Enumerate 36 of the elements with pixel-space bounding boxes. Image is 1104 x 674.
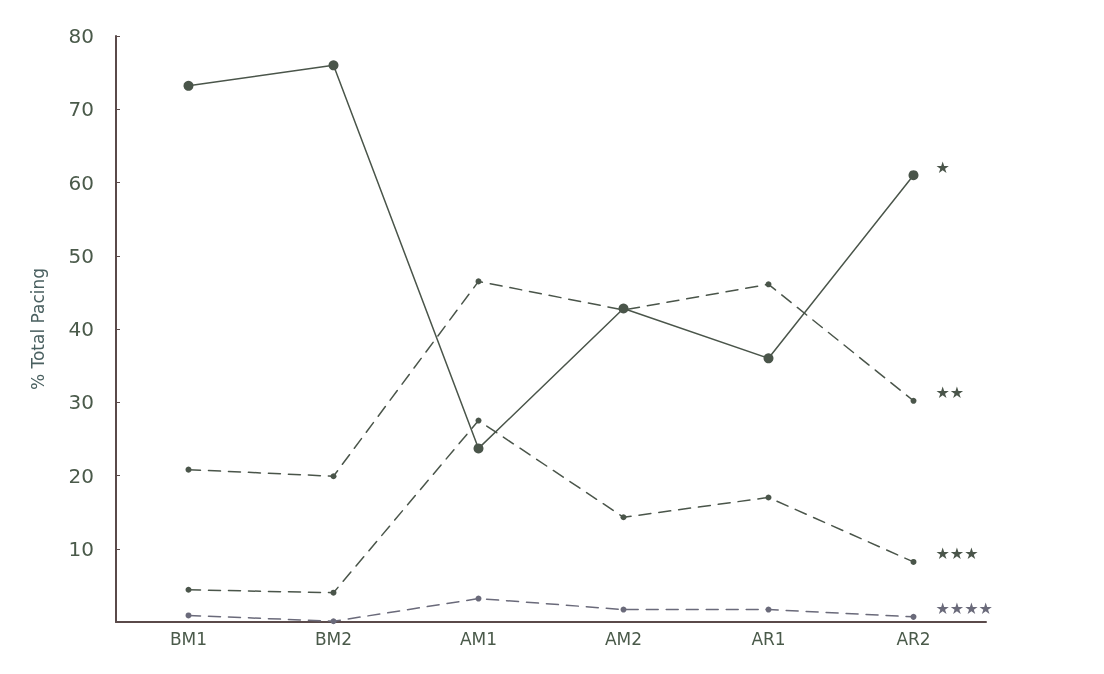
y-tick-label: 20 [68, 463, 94, 488]
series-label: ★★ [935, 383, 965, 403]
series-label: ★★★★ [935, 599, 993, 619]
point [330, 473, 337, 480]
x-tick-label: BM2 [314, 628, 353, 649]
point [763, 353, 774, 364]
point [620, 514, 627, 521]
y-tick-label: 60 [68, 170, 94, 195]
y-tick-label: 70 [68, 97, 94, 122]
series-label: ★★★ [935, 544, 979, 564]
point [183, 80, 194, 91]
point [473, 443, 484, 454]
x-tick-label: AR1 [751, 628, 786, 649]
point [475, 595, 482, 602]
point [620, 606, 627, 613]
point [475, 417, 482, 424]
point [765, 606, 772, 613]
series-label: ★ [935, 157, 950, 177]
y-tick-label: 40 [68, 317, 94, 341]
point [910, 397, 917, 404]
y-tick-label: 80 [68, 24, 94, 48]
y-tick-label: 30 [68, 390, 94, 415]
y-tick-label: 10 [68, 536, 94, 561]
x-tick-label: AM2 [604, 628, 643, 649]
x-tick-label: BM1 [169, 628, 208, 649]
point [765, 494, 772, 501]
point [910, 558, 917, 565]
point [908, 170, 919, 181]
point [910, 613, 917, 620]
x-tick-label: AR2 [896, 628, 931, 649]
x-tick-label: AM1 [459, 628, 498, 649]
y-tick-label: 50 [68, 243, 94, 268]
point [330, 618, 337, 625]
point [328, 60, 339, 71]
y-axis-title: % Total Pacing [27, 267, 48, 391]
point [185, 586, 192, 593]
